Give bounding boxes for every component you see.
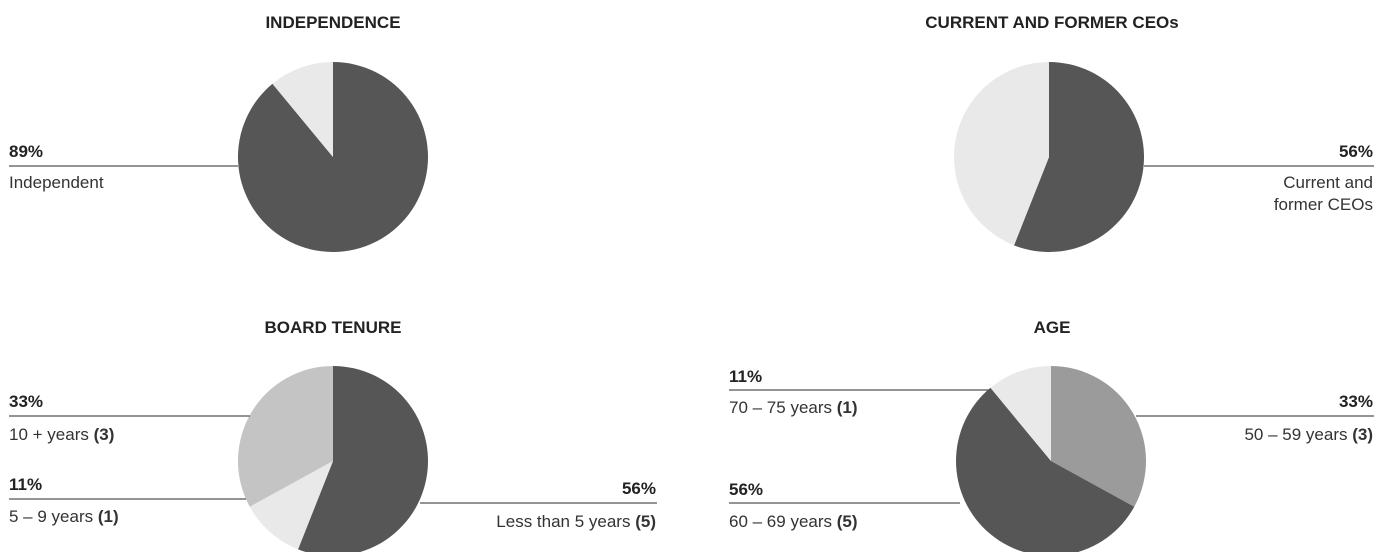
label-ceos-line1: Current and <box>1283 173 1373 192</box>
chart-age: AGE 11% 70 – 75 years (1) 56% 60 – 69 ye… <box>729 318 1374 556</box>
pie-slice-board-tenure-2 <box>237 366 333 507</box>
pie-board-tenure <box>237 366 428 556</box>
label-50-59: 50 – 59 years (3) <box>1244 425 1373 444</box>
pct-independent: 89% <box>9 142 43 161</box>
pie-independence <box>237 62 428 253</box>
pie-slice-age-2 <box>990 366 1051 461</box>
pct-50-59: 33% <box>1339 392 1373 411</box>
label-70-75: 70 – 75 years (1) <box>729 398 858 417</box>
chart-title-ceos: CURRENT AND FORMER CEOs <box>925 13 1178 32</box>
chart-independence: INDEPENDENCE 89% Independent <box>9 13 428 253</box>
pie-slice-ceos-1 <box>953 62 1049 246</box>
pie-slice-independence-1 <box>272 62 333 157</box>
label-5-9: 5 – 9 years (1) <box>9 507 119 526</box>
chart-title-board-tenure: BOARD TENURE <box>265 318 402 337</box>
chart-board-tenure: BOARD TENURE 33% 10 + years (3) 11% 5 – … <box>9 318 657 556</box>
pct-70-75: 11% <box>729 367 762 386</box>
pct-10-plus: 33% <box>9 392 43 411</box>
chart-title-independence: INDEPENDENCE <box>265 13 400 32</box>
pie-slice-independence-0 <box>237 62 428 253</box>
pct-less-5: 56% <box>622 479 656 498</box>
pct-ceos: 56% <box>1339 142 1373 161</box>
pct-5-9: 11% <box>9 475 42 494</box>
pct-60-69: 56% <box>729 480 763 499</box>
label-60-69: 60 – 69 years (5) <box>729 512 858 531</box>
pie-slice-board-tenure-0 <box>298 366 428 556</box>
pie-slice-age-1 <box>956 387 1135 556</box>
label-less-5: Less than 5 years (5) <box>496 512 656 531</box>
chart-ceos: CURRENT AND FORMER CEOs 56% Current and … <box>925 13 1374 252</box>
pie-slice-ceos-0 <box>1014 62 1144 252</box>
label-10-plus: 10 + years (3) <box>9 425 114 444</box>
pie-slice-age-0 <box>1051 366 1147 507</box>
pie-age <box>956 366 1147 556</box>
pie-ceos <box>953 62 1144 252</box>
label-independent: Independent <box>9 173 104 192</box>
chart-title-age: AGE <box>1034 318 1071 337</box>
label-ceos-line2: former CEOs <box>1274 195 1373 214</box>
pie-slice-board-tenure-1 <box>249 461 333 550</box>
